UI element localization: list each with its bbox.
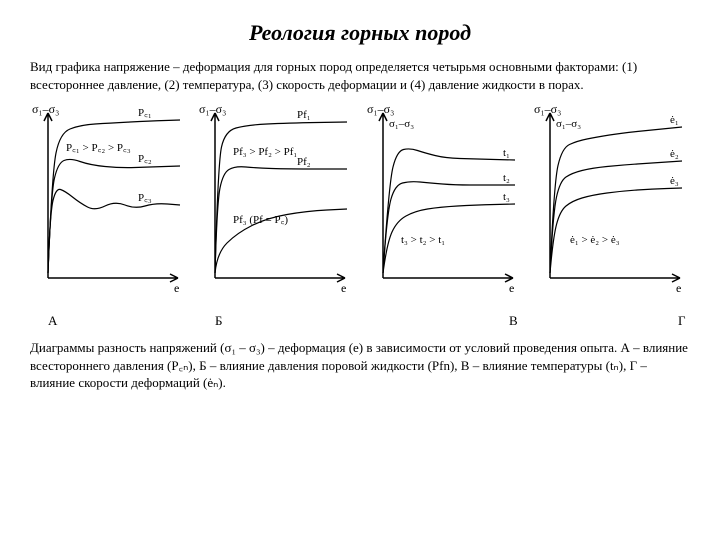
- svg-text:t₃ > t₂ > t₁: t₃ > t₂ > t₁: [401, 234, 445, 246]
- svg-text:P꜀₂: P꜀₂: [138, 153, 152, 165]
- svg-text:σ₁–σ₃: σ₁–σ₃: [367, 103, 394, 116]
- svg-text:ė₁ > ė₂ > ė₃: ė₁ > ė₂ > ė₃: [570, 234, 620, 246]
- svg-text:P꜀₃: P꜀₃: [138, 192, 152, 204]
- svg-text:P꜀₁ > P꜀₂ > P꜀₃: P꜀₁ > P꜀₂ > P꜀₃: [66, 142, 131, 154]
- chart-panel-a: σ₁–σ₃ e P꜀₁ P꜀₂ P꜀₃ P꜀₁ > P꜀₂ > P꜀₃ А: [30, 103, 188, 333]
- svg-text:Pf₃ > Pf₂ > Pf₁: Pf₃ > Pf₂ > Pf₁: [233, 146, 297, 158]
- chart-panel-g: σ₁–σ₃ e σ₁–σ₃ ė₁ ė₂ ė₃ ė₁ > ė₂ > ė₃ Г: [532, 103, 690, 333]
- svg-text:P꜀₁: P꜀₁: [138, 107, 152, 119]
- svg-text:e: e: [676, 281, 681, 295]
- svg-text:Г: Г: [678, 313, 686, 328]
- caption-paragraph: Диаграммы разность напряжений (σ₁ – σ₃) …: [30, 339, 690, 392]
- chart-panel-v: σ₁–σ₃ e σ₁–σ₃ t₁ t₂ t₃ t₃ > t₂ > t₁ В: [365, 103, 523, 333]
- svg-text:В: В: [509, 313, 518, 328]
- svg-text:σ₁–σ₃: σ₁–σ₃: [556, 118, 581, 130]
- svg-text:Б: Б: [215, 313, 222, 328]
- svg-text:σ₁–σ₃: σ₁–σ₃: [534, 103, 561, 116]
- chart-panel-b: σ₁–σ₃ e Pf₁ Pf₂ Pf₃ (Pf = P꜀) Pf₃ > Pf₂ > Pf₁…: [197, 103, 355, 333]
- svg-text:e: e: [509, 281, 514, 295]
- svg-text:ė₃: ė₃: [670, 175, 679, 187]
- svg-text:Pf₂: Pf₂: [297, 156, 311, 168]
- svg-text:ė₁: ė₁: [670, 114, 679, 126]
- svg-text:Pf₁: Pf₁: [297, 109, 311, 121]
- svg-text:e: e: [341, 281, 346, 295]
- page-title: Реология горных пород: [30, 20, 690, 46]
- svg-text:σ₁–σ₃: σ₁–σ₃: [32, 103, 59, 116]
- chart-row: σ₁–σ₃ e P꜀₁ P꜀₂ P꜀₃ P꜀₁ > P꜀₂ > P꜀₃ А σ₁–σ₃ e Pf…: [30, 103, 690, 333]
- svg-text:ė₂: ė₂: [670, 148, 679, 160]
- svg-text:t₂: t₂: [503, 172, 510, 184]
- svg-text:σ₁–σ₃: σ₁–σ₃: [199, 103, 226, 116]
- svg-text:А: А: [48, 313, 58, 328]
- svg-text:Pf₃ (Pf = P꜀): Pf₃ (Pf = P꜀): [233, 214, 288, 226]
- svg-text:σ₁–σ₃: σ₁–σ₃: [389, 118, 414, 130]
- svg-text:t₃: t₃: [503, 191, 510, 203]
- svg-text:t₁: t₁: [503, 147, 510, 159]
- intro-paragraph: Вид графика напряжение – деформация для …: [30, 58, 690, 93]
- svg-text:e: e: [174, 281, 179, 295]
